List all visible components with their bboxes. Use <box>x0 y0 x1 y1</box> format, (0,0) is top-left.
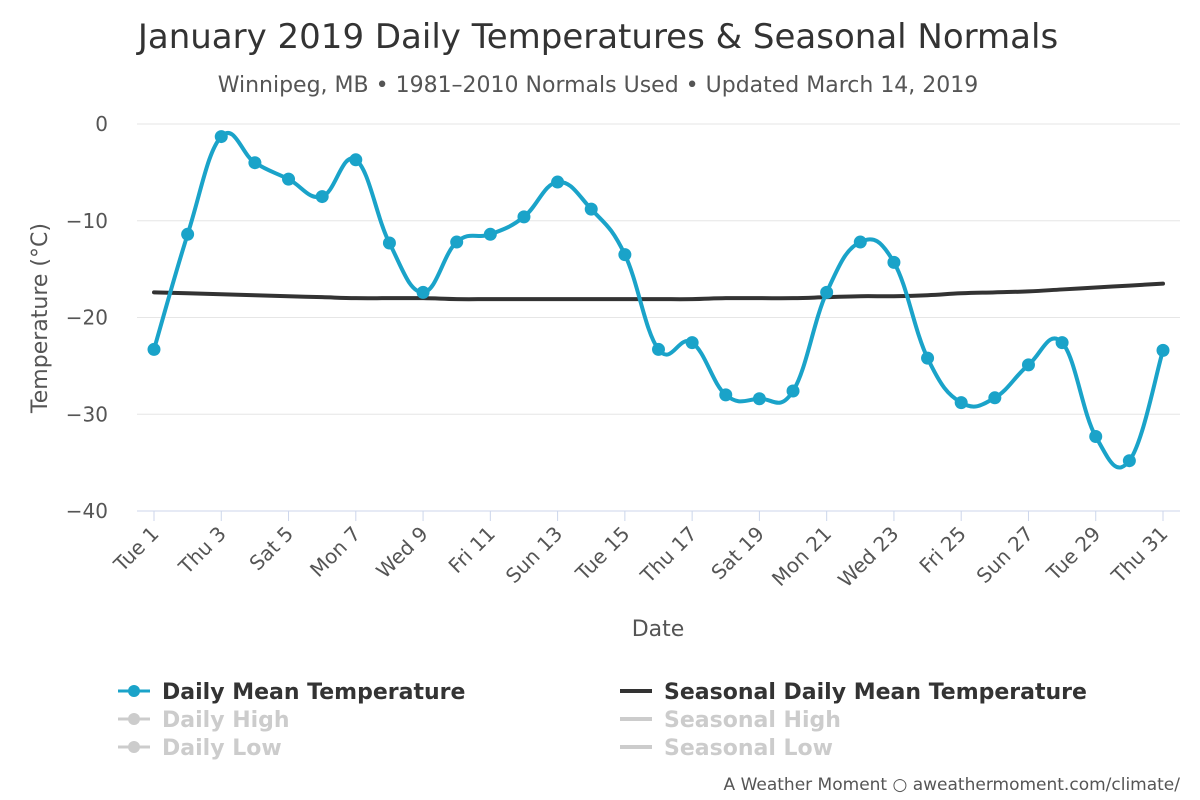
series-layer <box>147 130 1170 470</box>
legend-label[interactable]: Daily Low <box>162 736 282 761</box>
daily-mean-point[interactable] <box>820 285 834 299</box>
legend-marker-icon <box>128 741 140 753</box>
x-tick-label: Wed 23 <box>833 522 903 592</box>
seasonal-mean-line <box>152 281 1165 302</box>
daily-mean-point[interactable] <box>584 202 598 216</box>
legend-marker-icon <box>128 713 140 725</box>
daily-mean-point[interactable] <box>315 190 329 204</box>
daily-mean-point[interactable] <box>1122 454 1136 468</box>
legend-label[interactable]: Seasonal Low <box>664 736 833 761</box>
x-tick-label: Sun 27 <box>972 522 1038 588</box>
x-tick-label: Sat 5 <box>244 522 298 576</box>
legend-item[interactable]: Seasonal Low <box>620 736 833 761</box>
daily-mean-point[interactable] <box>618 248 632 262</box>
x-tick-label: Mon 7 <box>305 522 365 582</box>
daily-mean-point[interactable] <box>416 285 430 299</box>
daily-mean-point[interactable] <box>551 175 565 189</box>
legend-marker-icon <box>128 685 140 697</box>
y-tick-label: 0 <box>95 112 108 136</box>
x-tick-label: Sat 19 <box>706 522 769 585</box>
x-tick-label: Fri 11 <box>444 522 500 578</box>
x-tick-label: Tue 29 <box>1041 522 1105 586</box>
daily-mean-point[interactable] <box>988 391 1002 405</box>
daily-mean-point[interactable] <box>685 336 699 350</box>
daily-mean-point[interactable] <box>282 172 296 186</box>
legend-item[interactable]: Daily Low <box>118 736 282 761</box>
daily-mean-point[interactable] <box>382 236 396 250</box>
daily-mean-point[interactable] <box>719 388 733 402</box>
x-tick-label: Mon 21 <box>767 522 836 591</box>
legend-label[interactable]: Seasonal High <box>664 708 841 733</box>
daily-mean-point[interactable] <box>147 342 161 356</box>
daily-mean-point[interactable] <box>517 210 531 224</box>
x-tick-label: Fri 25 <box>914 522 970 578</box>
daily-mean-point[interactable] <box>450 235 464 249</box>
legend-label[interactable]: Daily Mean Temperature <box>162 680 465 705</box>
y-tick-label: −10 <box>66 209 108 233</box>
x-tick-label: Thu 3 <box>173 522 231 580</box>
daily-mean-point[interactable] <box>921 351 935 365</box>
daily-mean-point[interactable] <box>1021 358 1035 372</box>
daily-mean-point[interactable] <box>248 156 262 170</box>
legend-item[interactable]: Seasonal High <box>620 708 841 733</box>
legend-item[interactable]: Seasonal Daily Mean Temperature <box>620 680 1087 705</box>
daily-mean-point[interactable] <box>349 153 363 167</box>
x-axis-ticks: Tue 1 Thu 3 Sat 5 Mon 7 Wed 9 Fri 11 Sun 13 Tue… <box>108 511 1173 592</box>
daily-mean-point[interactable] <box>652 342 665 356</box>
legend-item[interactable]: Daily Mean Temperature <box>118 680 465 705</box>
daily-mean-point[interactable] <box>786 384 800 398</box>
daily-mean-point[interactable] <box>853 235 867 249</box>
x-tick-label: Tue 1 <box>108 522 163 577</box>
legend-item[interactable]: Daily High <box>118 708 290 733</box>
legend-label[interactable]: Seasonal Daily Mean Temperature <box>664 680 1087 705</box>
y-gridlines <box>137 123 1180 415</box>
daily-mean-point[interactable] <box>887 255 901 269</box>
chart-subtitle: Winnipeg, MB • 1981–2010 Normals Used • … <box>218 73 979 98</box>
x-tick-label: Thu 31 <box>1106 522 1173 589</box>
x-axis-title: Date <box>632 617 685 642</box>
x-tick-label: Tue 15 <box>570 522 634 586</box>
daily-mean-point[interactable] <box>1055 336 1069 350</box>
daily-mean-point[interactable] <box>483 227 497 241</box>
chart-credit[interactable]: A Weather Moment ○ aweathermoment.com/cl… <box>724 775 1181 795</box>
x-tick-label: Thu 17 <box>635 522 702 589</box>
legend: Daily Mean Temperature Seasonal Daily Mea… <box>118 680 1087 761</box>
daily-mean-point[interactable] <box>1156 343 1170 357</box>
y-tick-labels: 0 −10 −20 −30 −40 <box>66 112 108 523</box>
y-tick-label: −20 <box>66 306 108 330</box>
y-tick-label: −40 <box>66 499 108 523</box>
chart-title: January 2019 Daily Temperatures & Season… <box>136 17 1058 57</box>
daily-mean-point[interactable] <box>752 392 766 406</box>
daily-mean-point[interactable] <box>954 396 968 410</box>
x-tick-label: Sun 13 <box>501 522 567 588</box>
x-tick-label: Wed 9 <box>371 522 432 583</box>
daily-mean-point[interactable] <box>181 227 195 241</box>
y-axis-title: Temperature (°C) <box>28 223 53 414</box>
y-tick-label: −30 <box>66 402 108 426</box>
legend-label[interactable]: Daily High <box>162 708 290 733</box>
daily-mean-point[interactable] <box>214 130 228 144</box>
daily-mean-point[interactable] <box>1089 430 1103 444</box>
